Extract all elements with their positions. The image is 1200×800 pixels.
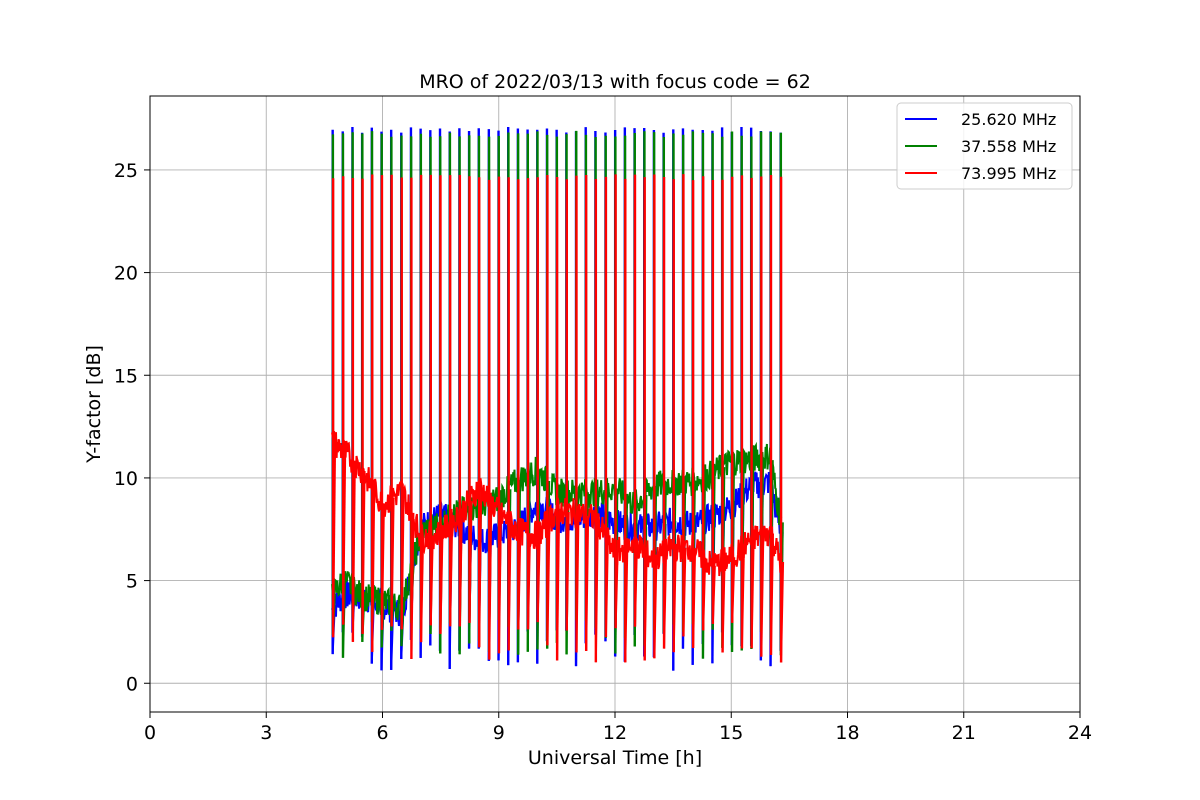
series-3-spike-tail — [750, 539, 755, 649]
series-3-spike-tail — [351, 460, 356, 642]
series-3-spike-tail — [575, 512, 580, 653]
x-tick-label: 21 — [952, 722, 976, 744]
series-3-spike-tail — [536, 535, 541, 623]
series-3-spike-tail — [342, 450, 347, 625]
x-tick-label: 3 — [260, 722, 272, 744]
series-3-spike-tail — [585, 515, 590, 651]
x-tick-label: 18 — [835, 722, 859, 744]
y-tick-label: 5 — [126, 571, 138, 593]
series-3-spike-tail — [780, 561, 785, 663]
axis-ticks: 0 3 6 9 12 15 18 21 24 0 5 10 15 20 25 — [114, 160, 1092, 744]
series-3-spike-tail — [692, 548, 697, 649]
y-tick-label: 10 — [114, 468, 138, 490]
x-tick-label: 24 — [1068, 722, 1092, 744]
series-3-spike-tail — [624, 547, 629, 663]
series-3-spike-tail — [702, 557, 707, 631]
series-3-spike-tail — [614, 553, 619, 629]
legend-box — [896, 102, 1073, 190]
series-3-spike-tail — [380, 503, 385, 630]
x-axis-label: Universal Time [h] — [528, 747, 702, 769]
x-tick-label: 12 — [603, 722, 627, 744]
legend-label: 73.995 MHz — [961, 164, 1056, 183]
series-3-spike-tail — [770, 533, 775, 655]
series-3-spike-tail — [497, 512, 502, 654]
y-tick-label: 25 — [114, 160, 138, 182]
series-3-spike-tail — [371, 486, 376, 652]
series-3-spike-tail — [556, 510, 561, 661]
plot-area — [331, 126, 785, 671]
series-3-spike-tail — [488, 499, 493, 660]
series-3-spike-tail — [760, 535, 765, 657]
series-3-spike-tail — [332, 441, 337, 638]
y-tick-label: 20 — [114, 263, 138, 285]
series-3-spike-tail — [633, 541, 638, 627]
series-3-spike-tail — [390, 497, 395, 627]
legend-label: 25.620 MHz — [961, 110, 1056, 129]
x-tick-label: 0 — [144, 722, 156, 744]
series-3-spike-tail — [478, 486, 483, 648]
series-3 — [331, 174, 785, 663]
legend: 25.620 MHz 37.558 MHz 73.995 MHz — [896, 102, 1073, 190]
series-3-spike-tail — [420, 536, 425, 643]
series-3-spike-tail — [711, 565, 716, 624]
y-tick-label: 0 — [126, 673, 138, 695]
legend-label: 37.558 MHz — [961, 137, 1056, 156]
series-3-spike-tail — [594, 518, 599, 663]
series-3-spike-tail — [400, 490, 405, 630]
series-3-spike-tail — [429, 535, 434, 626]
series-3-spike-tail — [449, 524, 454, 627]
series-3-spike-tail — [565, 511, 570, 631]
series-3-spike-tail — [663, 553, 668, 649]
series-3-spike-tail — [439, 533, 444, 634]
chart-title: MRO of 2022/03/13 with focus code = 62 — [419, 71, 811, 93]
series-3-spike-tail — [458, 515, 463, 627]
series-3-spike-tail — [361, 470, 366, 634]
series-3-spike-tail — [653, 559, 658, 659]
series-3-spike-tail — [740, 548, 745, 649]
series-3-spike-tail — [527, 533, 532, 630]
series-3-spike-tail — [731, 557, 736, 623]
x-tick-label: 6 — [376, 722, 388, 744]
series-3-spike-tail — [672, 547, 677, 653]
series-3-spike-tail — [721, 561, 726, 653]
series-3-spike-tail — [604, 537, 609, 638]
series-3-spike-tail — [682, 547, 687, 637]
series-3-spike-tail — [410, 512, 415, 660]
series-3-spike-tail — [643, 551, 648, 661]
x-tick-label: 15 — [719, 722, 743, 744]
y-tick-label: 15 — [114, 365, 138, 387]
series-3-spike-tail — [517, 531, 522, 630]
series-3-spike-tail — [507, 522, 512, 651]
series-3-spike-tail — [546, 523, 551, 646]
y-axis-label: Y-factor [dB] — [83, 345, 105, 464]
x-tick-label: 9 — [493, 722, 505, 744]
series-3-spike-tail — [468, 501, 473, 623]
